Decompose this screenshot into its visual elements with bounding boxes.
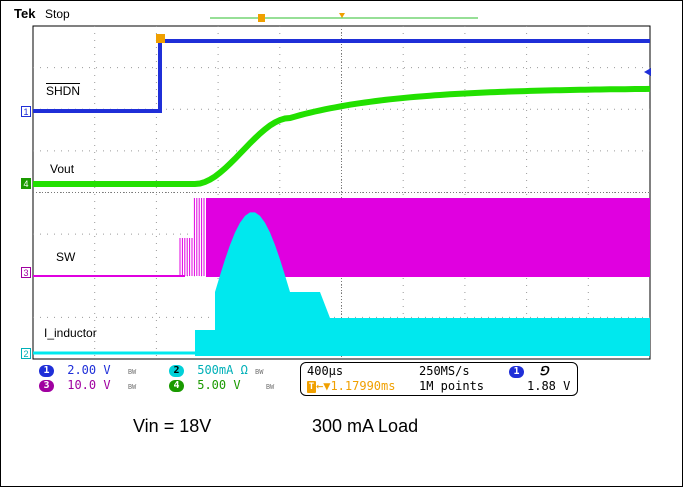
ch4-bw: BW: [265, 383, 275, 391]
ch1-scale-row: 1 2.00 V BW: [39, 363, 136, 377]
ch1-badge: 1: [39, 364, 54, 377]
record-length: 1M points: [419, 379, 485, 393]
oscilloscope-screen: Tek Stop SHDN Vout SW I_inductor 1 4 3 2…: [14, 6, 651, 396]
graticule-grid: [33, 26, 650, 359]
ch1-ground-marker: 1: [21, 106, 31, 117]
trigger-slope-icon: ⅁: [539, 364, 549, 378]
inductor-envelope: [195, 212, 650, 356]
trigger-position-marker: [258, 14, 265, 22]
ch4-scale-row: 4 5.00 V BW: [169, 378, 274, 392]
trigger-level-arrow: [644, 68, 651, 76]
trigger-position-row: T ←▼1.17990ms: [307, 379, 395, 393]
sw-label: SW: [56, 250, 76, 264]
trigger-point-arrow: [339, 13, 345, 18]
trigger-position-icon: T: [307, 380, 316, 393]
vout-trace: [33, 85, 651, 187]
ch2-bw: BW: [255, 368, 264, 376]
trigger-arrow-glyph: ←: [316, 379, 324, 393]
sample-rate: 250MS/s: [419, 364, 470, 378]
trigger-position-value: ▼1.17990ms: [323, 379, 396, 393]
brand-logo: Tek: [14, 6, 36, 21]
ch4-scale: 5.00 V: [197, 378, 241, 392]
ch2-scale: 500mA Ω: [197, 363, 248, 377]
acquisition-status: Stop: [45, 7, 70, 21]
vout-label: Vout: [50, 162, 75, 176]
timebase: 400µs: [307, 364, 344, 378]
channel-readout: 1 2.00 V BW 2 500mA Ω BW 3 10.0 V BW 4 5…: [33, 362, 295, 396]
shdn-trace: [33, 39, 650, 113]
trigger-level: 1.88 V: [527, 379, 571, 393]
inductor-label: I_inductor: [44, 326, 97, 340]
trigger-source-row: 1 ⅁: [509, 364, 549, 378]
trigger-source-badge: 1: [509, 365, 524, 378]
load-caption: 300 mA Load: [312, 416, 419, 436]
ch4-ground-marker: 4: [21, 178, 31, 189]
ch2-badge: 2: [169, 364, 184, 377]
inductor-current-waveform: [33, 212, 650, 356]
shdn-label: SHDN: [46, 84, 81, 98]
vin-caption: Vin = 18V: [133, 416, 212, 436]
ch3-badge: 3: [39, 379, 54, 392]
ch1-scale: 2.00 V: [67, 363, 111, 377]
trigger-flag: [156, 34, 165, 43]
timebase-readout: 400µs 250MS/s T ←▼1.17990ms 1M points 1 ⅁…: [300, 362, 578, 396]
shdn-waveform: [33, 39, 650, 113]
sw-waveform: [33, 198, 650, 277]
ch4-badge: 4: [169, 379, 184, 392]
ch3-scale: 10.0 V: [67, 378, 111, 392]
ch2-scale-row: 2 500mA Ω BW: [169, 363, 263, 377]
waveform-display: [32, 13, 651, 360]
ch3-ground-marker: 3: [21, 267, 31, 278]
ch3-scale-row: 3 10.0 V BW: [39, 378, 136, 392]
ch3-bw: BW: [127, 383, 137, 391]
ch1-bw: BW: [127, 368, 137, 376]
vout-waveform: [33, 85, 651, 187]
ch2-ground-marker: 2: [21, 348, 31, 359]
